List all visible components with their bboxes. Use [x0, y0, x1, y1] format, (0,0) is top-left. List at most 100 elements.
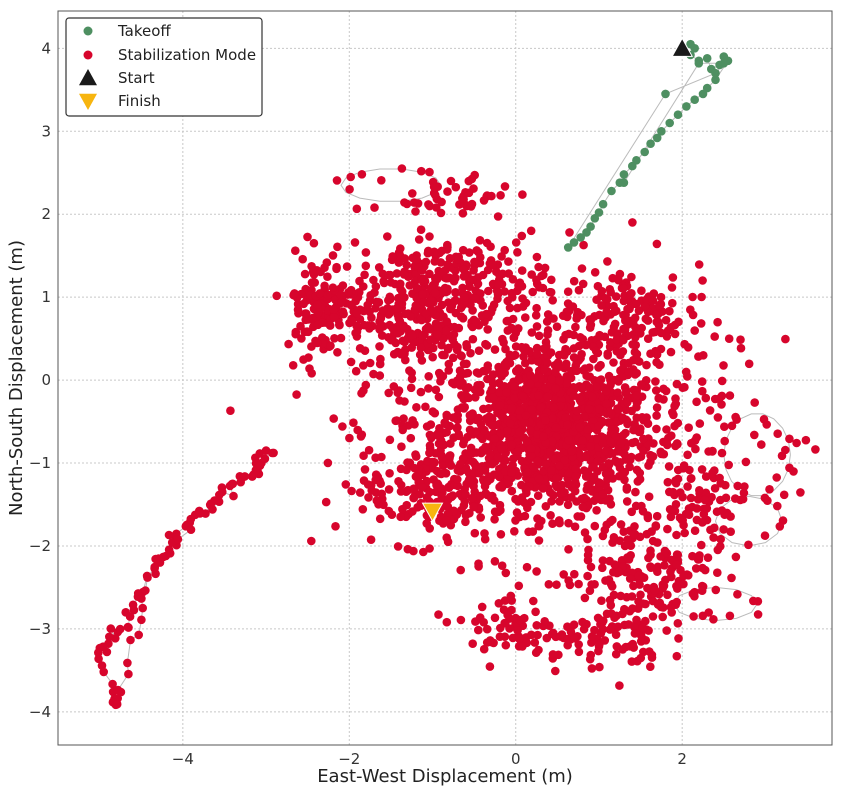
stabilization-point [410, 484, 419, 494]
stabilization-point [442, 516, 451, 525]
stabilization-point [562, 379, 572, 388]
stabilization-point [352, 308, 362, 318]
y-tick-label: 1 [41, 288, 51, 306]
stabilization-point [518, 294, 527, 303]
stabilization-point [628, 604, 637, 613]
stabilization-point [577, 264, 587, 273]
stabilization-point [378, 306, 388, 315]
stabilization-point [567, 493, 576, 502]
stabilization-point [695, 419, 705, 428]
stabilization-point [361, 248, 371, 257]
stabilization-point [454, 323, 464, 333]
stabilization-point [503, 296, 512, 306]
stabilization-point [464, 475, 474, 485]
stabilization-point [663, 590, 672, 600]
stabilization-point [704, 447, 713, 456]
stabilization-point [695, 486, 704, 495]
stabilization-point [451, 182, 461, 192]
stabilization-point [376, 321, 386, 331]
stabilization-point [424, 200, 433, 209]
stabilization-point [637, 380, 646, 389]
stabilization-point [359, 361, 368, 370]
stabilization-point [701, 393, 711, 403]
stabilization-point [490, 613, 500, 623]
stabilization-point [364, 493, 373, 502]
stabilization-point [291, 246, 300, 255]
stabilization-point [587, 580, 596, 589]
stabilization-point [474, 346, 484, 356]
stabilization-point [731, 552, 741, 562]
stabilization-point [460, 292, 469, 302]
stabilization-point [303, 232, 312, 242]
stabilization-point [525, 379, 535, 388]
stabilization-point [688, 310, 698, 320]
stabilization-point [611, 649, 621, 659]
stabilization-point [496, 530, 506, 539]
stabilization-point [543, 392, 553, 402]
stabilization-point [736, 335, 745, 345]
stabilization-point [208, 505, 217, 514]
stabilization-point [585, 383, 594, 392]
stabilization-point [536, 403, 546, 412]
stabilization-point [338, 281, 348, 290]
stabilization-point [307, 536, 316, 546]
stabilization-point [425, 232, 434, 241]
stabilization-point [123, 658, 132, 668]
stabilization-point [670, 506, 680, 516]
stabilization-point [598, 489, 608, 499]
stabilization-point [666, 323, 676, 332]
stabilization-point [578, 502, 588, 512]
stabilization-point [719, 525, 728, 534]
stabilization-point [760, 531, 770, 540]
stabilization-point [437, 300, 447, 310]
stabilization-point [344, 288, 353, 297]
stabilization-point [740, 482, 749, 491]
stabilization-point [781, 334, 790, 344]
stabilization-point [569, 391, 579, 401]
stabilization-point [336, 290, 346, 300]
stabilization-point [421, 309, 431, 318]
stabilization-point [517, 231, 527, 241]
stabilization-point [569, 353, 579, 362]
stabilization-point [659, 449, 669, 459]
stabilization-point [442, 326, 451, 336]
stabilization-point [476, 513, 486, 522]
stabilization-point [604, 459, 613, 468]
x-axis-label: East-West Displacement (m) [317, 766, 573, 787]
stabilization-point [594, 646, 603, 656]
stabilization-point [724, 460, 733, 470]
stabilization-point [609, 322, 619, 332]
stabilization-point [417, 315, 426, 325]
takeoff-point [590, 214, 600, 223]
stabilization-point [456, 565, 466, 575]
stabilization-point [606, 380, 615, 390]
stabilization-point [94, 648, 103, 657]
stabilization-point [535, 521, 544, 531]
stabilization-point [648, 296, 658, 305]
stabilization-point [530, 638, 540, 647]
takeoff-point [690, 44, 699, 53]
stabilization-point [634, 453, 643, 462]
x-tick-label: 0 [511, 750, 521, 768]
stabilization-point [691, 564, 701, 573]
stabilization-point [353, 425, 363, 435]
stabilization-point [650, 586, 660, 595]
stabilization-point [396, 244, 405, 253]
stabilization-point [773, 429, 782, 439]
stabilization-point [701, 488, 711, 498]
stabilization-point [408, 189, 417, 198]
stabilization-point [479, 404, 488, 414]
stabilization-point [468, 334, 478, 344]
stabilization-point [338, 422, 347, 431]
stabilization-point [635, 326, 644, 336]
stabilization-point [517, 342, 526, 352]
takeoff-point [682, 102, 691, 111]
stabilization-point [659, 603, 668, 612]
stabilization-point [579, 466, 589, 475]
stabilization-point [684, 504, 694, 513]
stabilization-point [505, 419, 515, 428]
stabilization-point [544, 580, 554, 589]
stabilization-point [622, 398, 632, 407]
stabilization-point [470, 257, 479, 267]
stabilization-point [346, 357, 356, 367]
